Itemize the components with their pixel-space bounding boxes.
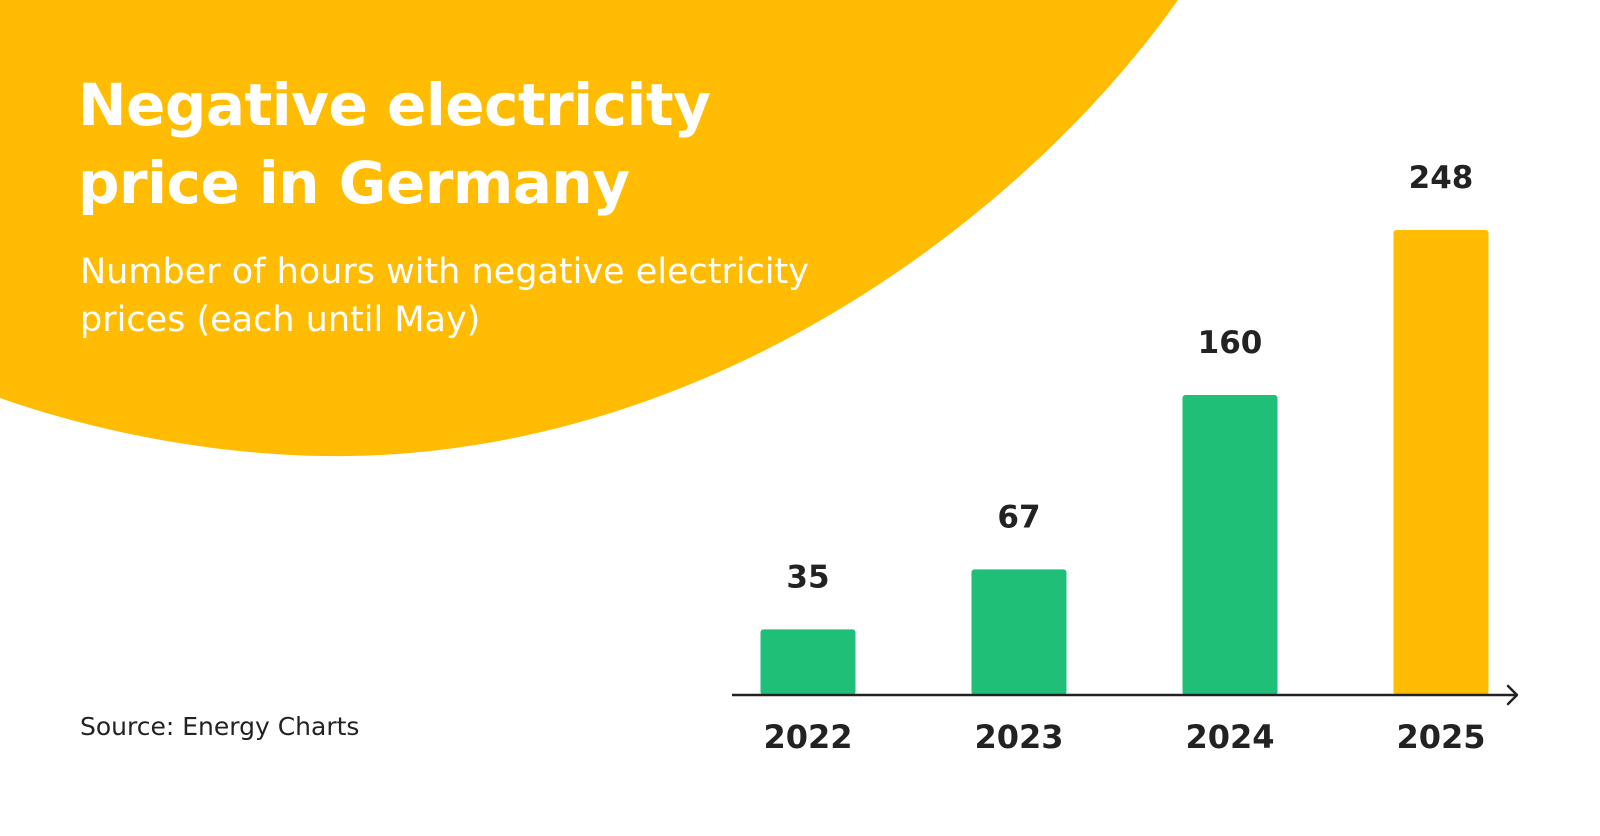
x-tick-label-2024: 2024 [1185, 718, 1274, 756]
data-label-2025: 248 [1409, 160, 1474, 196]
x-tick-label-2025: 2025 [1396, 718, 1485, 756]
x-axis-arrow-icon [1506, 684, 1519, 706]
yellow-arc-shape [0, 0, 1178, 457]
bar-2025 [1393, 230, 1489, 695]
source-note: Source: Energy Charts [80, 712, 360, 741]
data-label-2024: 160 [1198, 325, 1263, 361]
data-label-2022: 35 [786, 559, 829, 595]
x-tick-label-2022: 2022 [763, 718, 852, 756]
bar-2022 [760, 629, 856, 695]
x-tick-label-2023: 2023 [974, 718, 1063, 756]
data-label-2023: 67 [997, 499, 1040, 535]
page-subtitle: Number of hours with negative electricit… [80, 252, 809, 340]
bar-2023 [971, 569, 1067, 695]
page-title: Negative electricity price in Germany [78, 71, 711, 217]
bar-2024 [1182, 395, 1278, 695]
bars [760, 230, 1489, 695]
